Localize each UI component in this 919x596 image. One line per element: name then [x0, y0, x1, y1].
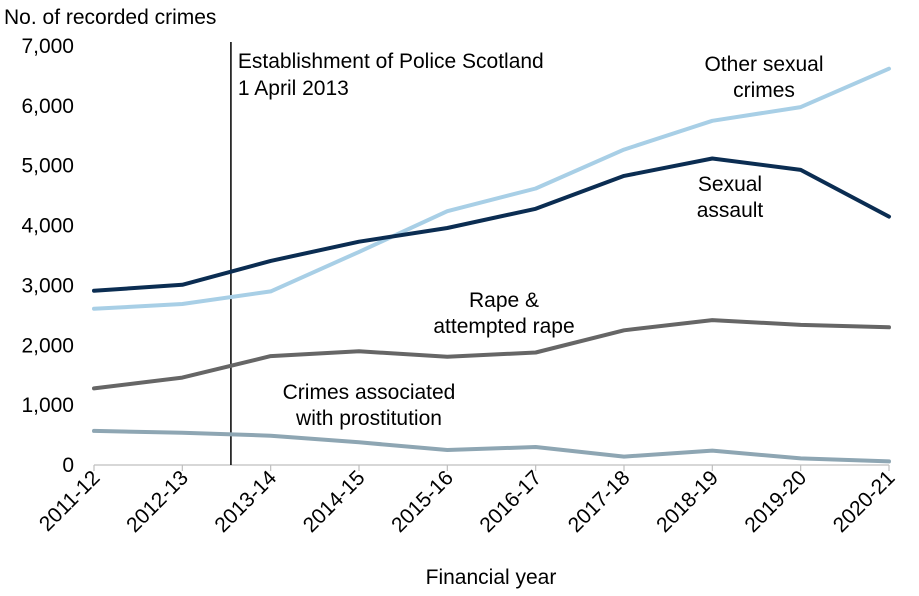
series-label: attempted rape	[433, 315, 574, 338]
police-scotland-annotation: Establishment of Police Scotland 1 April …	[230, 42, 544, 465]
x-axis-title: Financial year	[426, 566, 557, 589]
x-tick-label: 2015-16	[387, 466, 458, 537]
series-line	[92, 156, 891, 293]
x-tick-label: 2012-13	[122, 466, 193, 537]
series-line	[92, 428, 891, 464]
x-tick-label: 2013-14	[210, 466, 281, 537]
y-tick-label: 6,000	[21, 95, 74, 118]
series-line	[92, 318, 891, 391]
series-line	[92, 66, 891, 311]
x-tick-label: 2020-21	[829, 466, 900, 537]
x-tick-label: 2018-19	[652, 466, 723, 537]
series-label: assault	[697, 199, 764, 222]
y-tick-label: 1,000	[21, 394, 74, 417]
x-tick-label: 2019-20	[740, 466, 811, 537]
y-tick-label: 0	[62, 454, 74, 477]
x-tick-label: 2017-18	[564, 466, 635, 537]
series-label: Sexual	[698, 173, 762, 196]
y-tick-label: 2,000	[21, 334, 74, 357]
x-tick-label: 2016-17	[475, 466, 546, 537]
series-label: crimes	[733, 79, 795, 102]
annotation-text: 1 April 2013	[238, 77, 349, 100]
y-tick-label: 5,000	[21, 155, 74, 178]
y-tick-label: 4,000	[21, 215, 74, 238]
series-label: Rape &	[469, 289, 539, 312]
series-lines	[92, 66, 891, 464]
y-axis-title: No. of recorded crimes	[4, 6, 216, 29]
y-tick-label: 7,000	[21, 35, 74, 58]
annotation-text: Establishment of Police Scotland	[238, 50, 544, 73]
x-tick-label: 2014-15	[299, 466, 370, 537]
series-label: with prostitution	[295, 407, 442, 430]
series-labels: Other sexual crimes Sexual assault Rape & att…	[283, 53, 824, 430]
series-label: Crimes associated	[283, 381, 456, 404]
series-label: Other sexual	[704, 53, 823, 76]
y-tick-label: 3,000	[21, 274, 74, 297]
